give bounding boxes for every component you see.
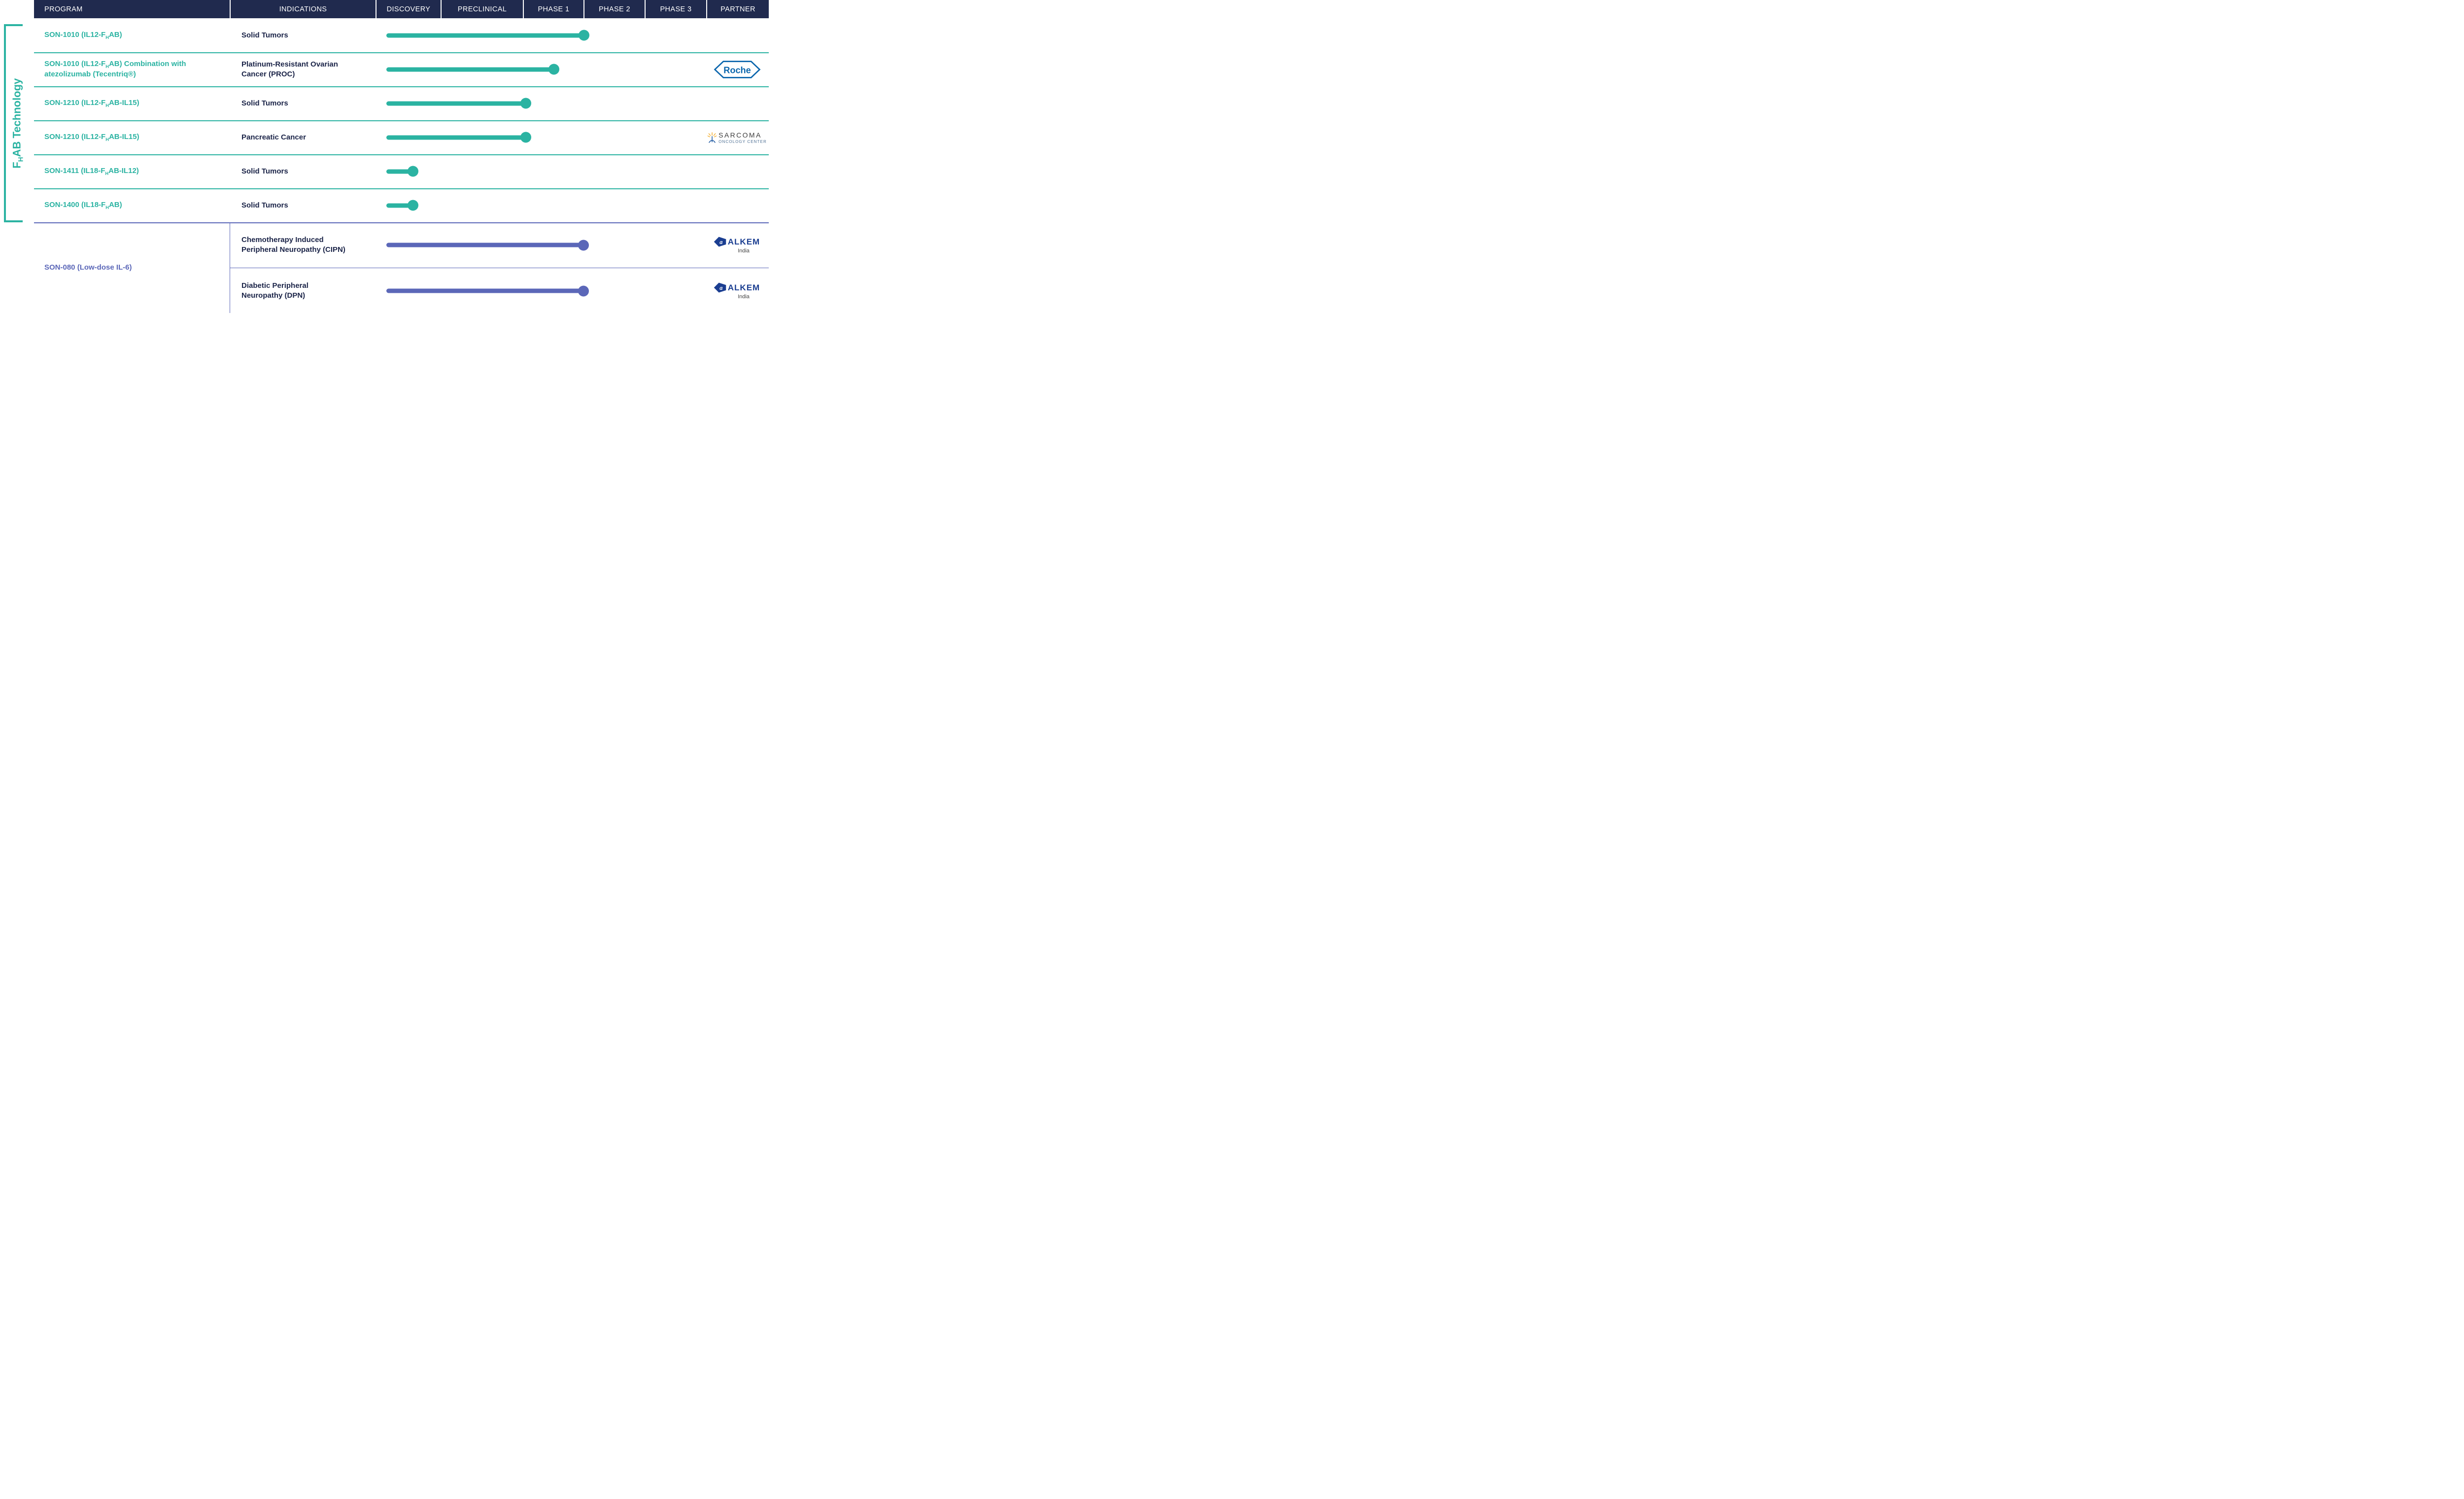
progress-bar [386,67,554,71]
header-cell-phase3: PHASE 3 [645,0,706,18]
alkem-arrow-icon: a [714,282,726,293]
program-cell: SON-1400 (IL18-FHAB) [34,188,230,222]
timeline-cell [376,222,706,268]
header-cell-program: PROGRAM [34,0,230,18]
pipeline-row-son1210-solid: SON-1210 (IL12-FHAB-IL15) Solid Tumors [0,86,769,120]
partner-cell [706,86,769,120]
pipeline-row-son1210-pancreatic: SON-1210 (IL12-FHAB-IL15) Pancreatic Can… [0,120,769,154]
progress-bar [386,288,584,293]
header-cell-partner: PARTNER [706,0,769,18]
partner-cell [706,154,769,188]
progress-bar [386,243,584,247]
alkem-india-label: India [738,248,750,254]
sarcoma-line2: ONCOLOGY CENTER [719,139,767,144]
indication-cell: Solid Tumors [230,154,376,188]
partner-cell: Roche [706,52,769,86]
timeline-cell [376,86,706,120]
svg-text:a: a [719,284,722,291]
indication-label: Solid Tumors [241,167,288,175]
pipeline-group-son080: SON-080 (Low-dose IL-6) Chemotherapy Ind… [0,222,769,313]
timeline-cell [376,268,706,313]
sarcoma-line1: SARCOMA [719,131,762,139]
header-cell-preclinical: PRECLINICAL [441,0,523,18]
fhab-group-bracket [4,24,23,222]
indication-cell: Pancreatic Cancer [230,120,376,154]
program-name: SON-1411 (IL18-FHAB-IL12) [44,166,139,176]
pipeline-row-son1010: SON-1010 (IL12-FHAB) Solid Tumors [0,18,769,52]
indication-cell: Diabetic Peripheral Neuropathy (DPN) [230,268,376,313]
progress-bar [386,101,526,105]
header-cell-indications: INDICATIONS [230,0,376,18]
indication-label: Solid Tumors [241,31,288,39]
pipeline-row-son080-cipn: Chemotherapy Induced Peripheral Neuropat… [230,222,769,268]
partner-cell: SARCOMA ONCOLOGY CENTER [706,120,769,154]
program-cell: SON-1010 (IL12-FHAB) [34,18,230,52]
progress-bar [386,169,413,174]
program-cell: SON-1010 (IL12-FHAB) Combination with at… [34,52,230,86]
progress-bar [386,203,413,208]
header-spacer [0,0,34,18]
indication-cell: Chemotherapy Induced Peripheral Neuropat… [230,222,376,268]
program-cell: SON-1411 (IL18-FHAB-IL12) [34,154,230,188]
timeline-cell [376,188,706,222]
roche-logo: Roche [714,60,760,78]
son080-subrows: Chemotherapy Induced Peripheral Neuropat… [230,222,769,313]
alkem-india-label: India [738,294,750,300]
indication-label: Diabetic Peripheral Neuropathy (DPN) [241,281,308,300]
program-name: SON-1010 (IL12-FHAB) [44,30,122,40]
header-cell-phase1: PHASE 1 [523,0,583,18]
partner-cell [706,18,769,52]
indication-label: Platinum-Resistant Ovarian Cancer (PROC) [241,60,338,78]
program-name: SON-1210 (IL12-FHAB-IL15) [44,132,139,142]
sarcoma-figure-icon [707,132,717,143]
progress-bar [386,135,526,139]
pipeline-row-son080-dpn: Diabetic Peripheral Neuropathy (DPN) a A… [230,268,769,313]
program-name: SON-1400 (IL18-FHAB) [44,200,122,210]
bracket-spacer [0,222,34,313]
program-cell: SON-1210 (IL12-FHAB-IL15) [34,86,230,120]
roche-wordmark: Roche [723,65,751,75]
indication-cell: Solid Tumors [230,18,376,52]
alkem-wordmark: ALKEM [727,282,760,292]
program-name: SON-080 (Low-dose IL-6) [44,263,132,272]
program-cell: SON-1210 (IL12-FHAB-IL15) [34,120,230,154]
roche-hexagon-icon [714,60,760,78]
header-cell-phase2: PHASE 2 [583,0,645,18]
header-row: PROGRAM INDICATIONS DISCOVERY PRECLINICA… [0,0,769,18]
partner-cell: a ALKEM India [706,268,769,313]
indication-label: Solid Tumors [241,201,288,209]
program-cell: SON-080 (Low-dose IL-6) [34,222,230,313]
pipeline-row-son1400: SON-1400 (IL18-FHAB) Solid Tumors [0,188,769,222]
indication-label: Pancreatic Cancer [241,133,306,141]
indication-cell: Solid Tumors [230,188,376,222]
pipeline-row-son1010-combo: SON-1010 (IL12-FHAB) Combination with at… [0,52,769,86]
program-name: SON-1210 (IL12-FHAB-IL15) [44,98,139,108]
indication-cell: Platinum-Resistant Ovarian Cancer (PROC) [230,52,376,86]
indication-label: Chemotherapy Induced Peripheral Neuropat… [241,236,345,254]
sarcoma-wordmark: SARCOMA ONCOLOGY CENTER [719,131,767,144]
timeline-cell [376,18,706,52]
pipeline-row-son1411: SON-1411 (IL18-FHAB-IL12) Solid Tumors [0,154,769,188]
indication-label: Solid Tumors [241,99,288,107]
alkem-logo: a ALKEM India [714,282,760,300]
progress-bar [386,33,584,37]
indication-cell: Solid Tumors [230,86,376,120]
alkem-wordmark: ALKEM [727,237,760,246]
alkem-arrow-icon: a [714,237,726,247]
timeline-cell [376,154,706,188]
pipeline-chart: PROGRAM INDICATIONS DISCOVERY PRECLINICA… [0,0,769,313]
program-name: SON-1010 (IL12-FHAB) Combination with at… [44,59,186,79]
header-cell-discovery: DISCOVERY [376,0,441,18]
svg-text:a: a [719,239,722,245]
partner-cell: a ALKEM India [706,222,769,268]
alkem-logo: a ALKEM India [714,236,760,254]
partner-cell [706,188,769,222]
sarcoma-oncology-logo: SARCOMA ONCOLOGY CENTER [707,131,767,144]
timeline-cell [376,120,706,154]
timeline-cell [376,52,706,86]
